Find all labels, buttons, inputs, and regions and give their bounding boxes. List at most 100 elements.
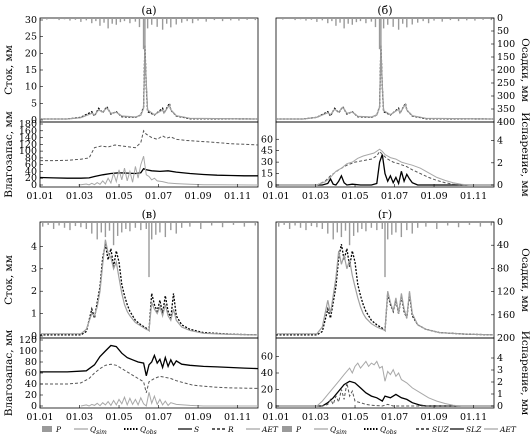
y-axis-label: Сток, мм [3,45,15,95]
ytick-label: 120 [19,335,37,346]
legend-precip: P [42,425,62,434]
series-store_main [39,167,258,179]
legend-aet: AET [246,425,279,434]
xtick-label: 01.01 [26,191,53,202]
series-aet [80,392,258,407]
series-store_second [40,129,259,162]
ytick-label: 15 [25,65,37,76]
xtick-label: 01.09 [184,191,211,202]
y2tick-label: 300 [497,91,515,102]
legend-subscript: obs [386,429,397,436]
y2tick-label: 0 [497,13,503,24]
ytick-label: 0 [31,401,37,412]
y2-axis-label: Осадки, мм [519,248,531,312]
y2tick-label: 250 [497,78,515,89]
xtick-label: 01.07 [381,412,408,423]
y2tick-label: 400 [497,117,515,128]
y2tick-label: 150 [497,52,515,63]
ytick-label: 30 [25,15,37,26]
xtick-label: 01.07 [145,191,172,202]
y2tick-label: 50 [497,26,509,37]
legend-label: AET [261,425,279,434]
y2tick-label: 120 [497,287,515,298]
y2tick-label: 2 [497,158,503,169]
y-axis-label: Влагозапас, мм [3,330,15,417]
xtick-label: 01.05 [105,191,132,202]
y2tick-label: 3 [497,365,503,376]
legend-swatch [282,426,292,432]
xtick-label: 01.09 [184,412,211,423]
ytick-label: 3 [31,264,37,275]
y2tick-label: 80 [497,263,509,274]
y-axis-label: Влагозапас, мм [3,111,15,198]
ytick-label: 40 [261,368,273,379]
ytick-label: 4 [31,241,37,252]
ytick-label: 180 [19,119,37,130]
series-aet [276,148,494,186]
y2-axis-label: Испарение, мм [519,331,531,415]
xtick-label: 01.05 [341,191,368,202]
ytick-label: 60 [261,352,273,363]
ytick-label: 80 [25,153,37,164]
series-q_sim [40,239,259,336]
ytick-label: 0 [31,331,37,342]
y2tick-label: 0 [497,217,503,228]
series-q_obs [40,44,259,120]
y2tick-label: 0 [497,401,503,412]
series-q_obs [276,44,495,120]
ytick-label: 80 [25,357,37,368]
legend-s: S [178,425,199,434]
legend-slz: SLZ [450,425,482,434]
panel-top-right: 0 50 100 150 200 250 300 350 400 (б) Осадки, мм [275,4,531,128]
xtick-label: 01.03 [302,191,329,202]
ytick-label: 45 [261,146,273,157]
series-q_obs [40,244,259,336]
ytick-label: 15 [261,169,273,180]
ytick-label: 100 [19,346,37,357]
legend-label: P [295,425,302,434]
ytick-label: 30 [261,157,273,168]
legend-qsim2: Qsim [314,425,347,436]
series-store_second [276,150,494,186]
xtick-label: 01.05 [341,412,368,423]
ytick-label: 20 [25,390,37,401]
panel-frame [275,337,495,409]
y2tick-label: 4 [497,353,503,364]
ytick-label: 20 [25,173,37,184]
ytick-label: 140 [19,133,37,144]
legend-label: AET [499,425,517,434]
xtick-label: 01.03 [302,412,329,423]
legend: P Qsim Qobs S R AET P Qsim Qobs SUZ SLZ AET [42,425,517,436]
ytick-label: 0 [31,180,37,191]
ytick-label: 120 [19,139,37,150]
panel-label: (в) [142,208,157,221]
xtick-label: 01.07 [145,412,172,423]
panel-frame [275,121,495,188]
legend-subscript: obs [146,429,157,436]
legend-qobs2: Qobs [364,425,397,436]
y2-axis-label: Испарение, мм [519,112,531,196]
y-axis-label: Сток, мм [3,255,15,305]
legend-label: Qsim [330,425,347,436]
xtick-label: 01.11 [224,191,251,202]
xtick-label: 01.01 [262,191,289,202]
series-store_main [40,344,259,376]
ytick-label: 2 [31,286,37,297]
panel-bottom-left: 0 1 2 3 4 (в) Сток, мм [3,208,259,342]
y2tick-label: 350 [497,104,515,115]
xtick-label: 01.03 [66,412,93,423]
xtick-label: 01.01 [262,412,289,423]
legend-subscript: sim [336,429,347,436]
xtick-label: 01.05 [105,412,132,423]
legend-swatch [42,426,52,432]
legend-qobs: Qobs [124,425,157,436]
y2tick-label: 40 [497,240,509,251]
xtick-label: 01.01 [26,412,53,423]
legend-label: SLZ [466,425,482,434]
y2tick-label: 160 [497,310,515,321]
y2tick-label: 0 [497,180,503,191]
ytick-label: 60 [25,160,37,171]
panel-top-left: 0 5 10 15 20 25 30 (а) Сток, мм [3,4,259,126]
